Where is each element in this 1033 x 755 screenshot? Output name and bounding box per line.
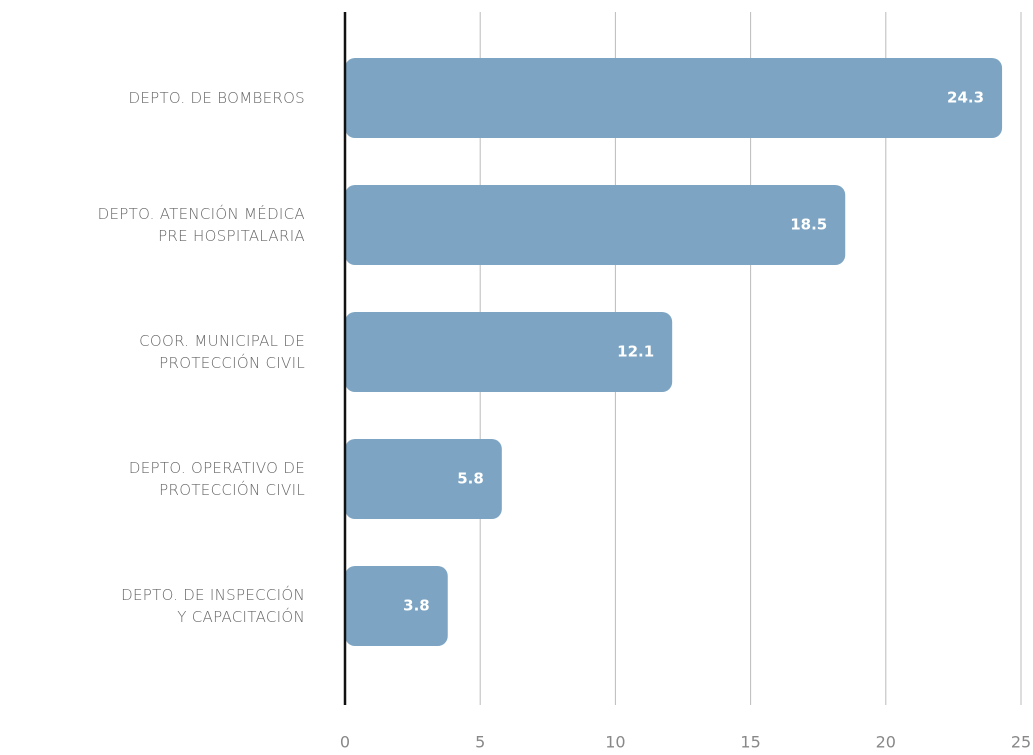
bar	[345, 566, 448, 646]
category-label: DEPTO. DE BOMBEROS	[128, 89, 305, 107]
x-tick-label: 20	[876, 733, 896, 752]
bar	[345, 185, 846, 265]
x-tick-label: 25	[1011, 733, 1031, 752]
bar	[345, 439, 502, 519]
category-label: COOR. MUNICIPAL DE PROTECCIÓN CIVIL	[139, 332, 305, 372]
category-label: DEPTO. OPERATIVO DE PROTECCIÓN CIVIL	[129, 459, 305, 499]
x-tick-label: 15	[740, 733, 760, 752]
x-tick-label: 10	[605, 733, 625, 752]
value-label: 18.5	[790, 216, 827, 234]
x-tick-label: 5	[475, 733, 485, 752]
x-tick-label: 0	[340, 733, 350, 752]
category-label: DEPTO. ATENCIÓN MÉDICA PRE HOSPITALARIA	[98, 204, 305, 245]
value-label: 24.3	[947, 89, 984, 107]
value-label: 12.1	[617, 343, 654, 361]
category-label: DEPTO. DE INSPECCIÓN Y CAPACITACIÓN	[121, 585, 305, 626]
value-label: 3.8	[403, 597, 430, 615]
bar	[345, 312, 673, 392]
bar	[345, 58, 1003, 138]
value-label: 5.8	[457, 470, 484, 488]
